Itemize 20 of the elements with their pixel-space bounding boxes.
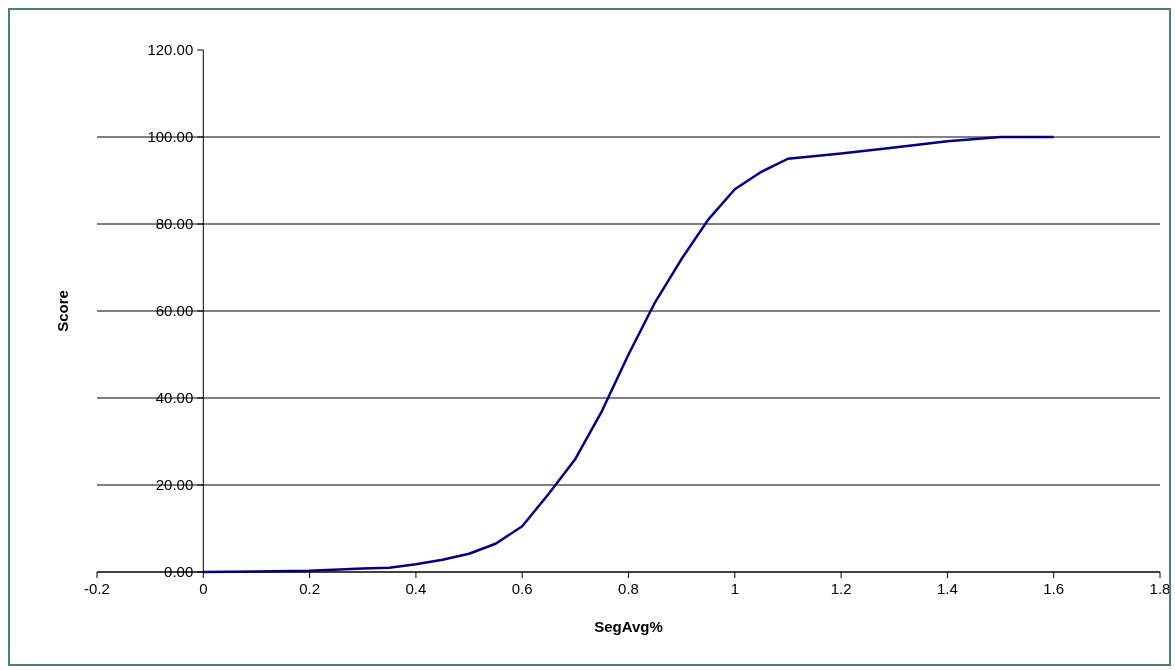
- y-tick-label: 120.00: [147, 41, 194, 58]
- x-tick-label: 1.8: [1149, 580, 1171, 597]
- y-tick-label: 20.00: [155, 476, 194, 493]
- y-tick-label: 100.00: [147, 128, 194, 145]
- x-tick-label: 0.6: [511, 580, 533, 597]
- x-tick-label: 0.2: [299, 580, 321, 597]
- x-tick-label: 1.4: [936, 580, 958, 597]
- x-tick-label: 1.6: [1043, 580, 1065, 597]
- x-axis-title: SegAvg%: [594, 618, 663, 635]
- x-tick-label: -0.2: [84, 580, 110, 597]
- x-tick-label: 1.2: [830, 580, 852, 597]
- x-tick-label: 1: [730, 580, 739, 597]
- x-tick-label: 0: [199, 580, 208, 597]
- line-series: [202, 135, 1055, 574]
- y-tick-label: 60.00: [155, 302, 194, 319]
- y-tick-label: 80.00: [155, 215, 194, 232]
- x-tick-label: 0.8: [618, 580, 639, 597]
- y-axis-title: Score: [54, 290, 71, 332]
- x-tick-label: 0.4: [405, 580, 427, 597]
- y-tick-label: 40.00: [155, 389, 194, 406]
